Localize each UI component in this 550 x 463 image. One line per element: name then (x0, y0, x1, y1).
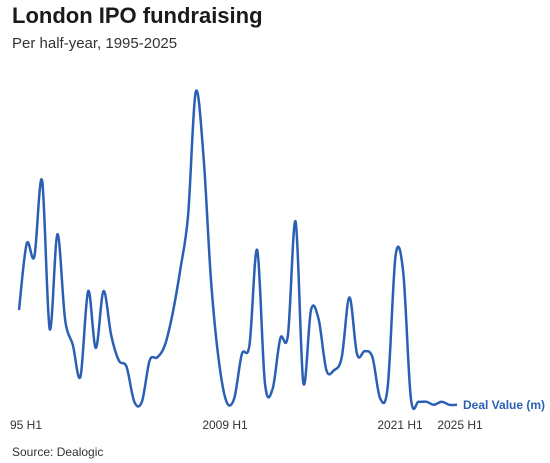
series-line-deal-value (17, 89, 458, 411)
chart-subtitle: Per half-year, 1995-2025 (12, 35, 178, 52)
x-tick-label: 2025 H1 (437, 418, 483, 432)
x-tick-label: 2021 H1 (377, 418, 423, 432)
series-label: Deal Value (m) (463, 398, 545, 412)
chart-title: London IPO fundraising (12, 3, 263, 28)
source-note: Source: Dealogic (12, 445, 104, 459)
x-tick-label: 2009 H1 (202, 418, 248, 432)
x-tick-label: 95 H1 (10, 418, 42, 432)
line-chart: Deal Value (m) 95 H1 2009 H1 2021 H1 2025 H1 (10, 89, 545, 432)
